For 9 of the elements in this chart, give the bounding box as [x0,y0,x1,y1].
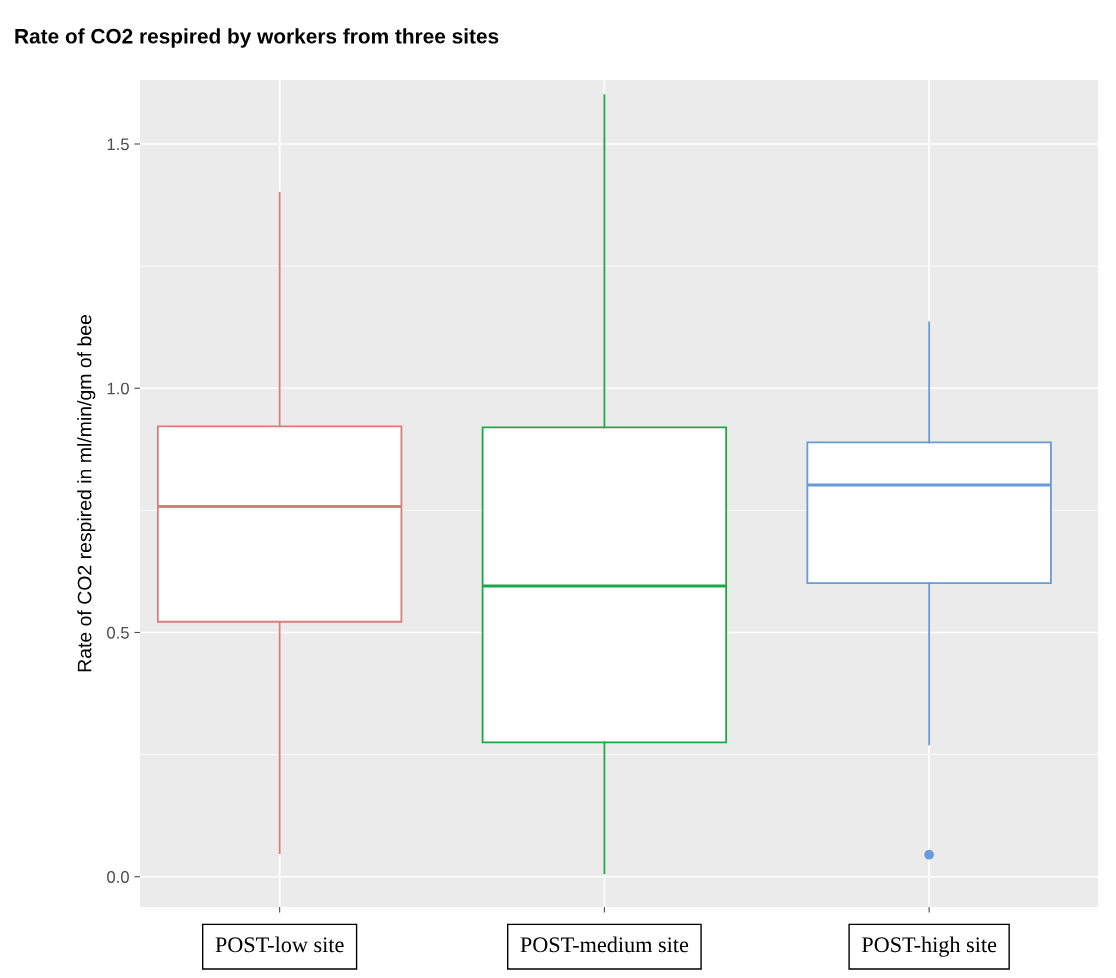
y-tick-label: 1.5 [107,138,129,151]
y-tick-label: 1.0 [107,382,129,395]
x-tick-label: POST-high site [861,936,997,957]
y-tick-label: 0.0 [107,871,129,883]
y-tick-label: 0.5 [107,626,129,639]
chart-title: Rate of CO2 respired by workers from three sites [15,28,499,48]
y-axis-title: Rate of CO2 respired in ml/min/gm of bee [77,314,96,672]
x-tick-label: POST-low site [215,936,344,953]
x-tick-label: POST-medium site [520,936,689,953]
